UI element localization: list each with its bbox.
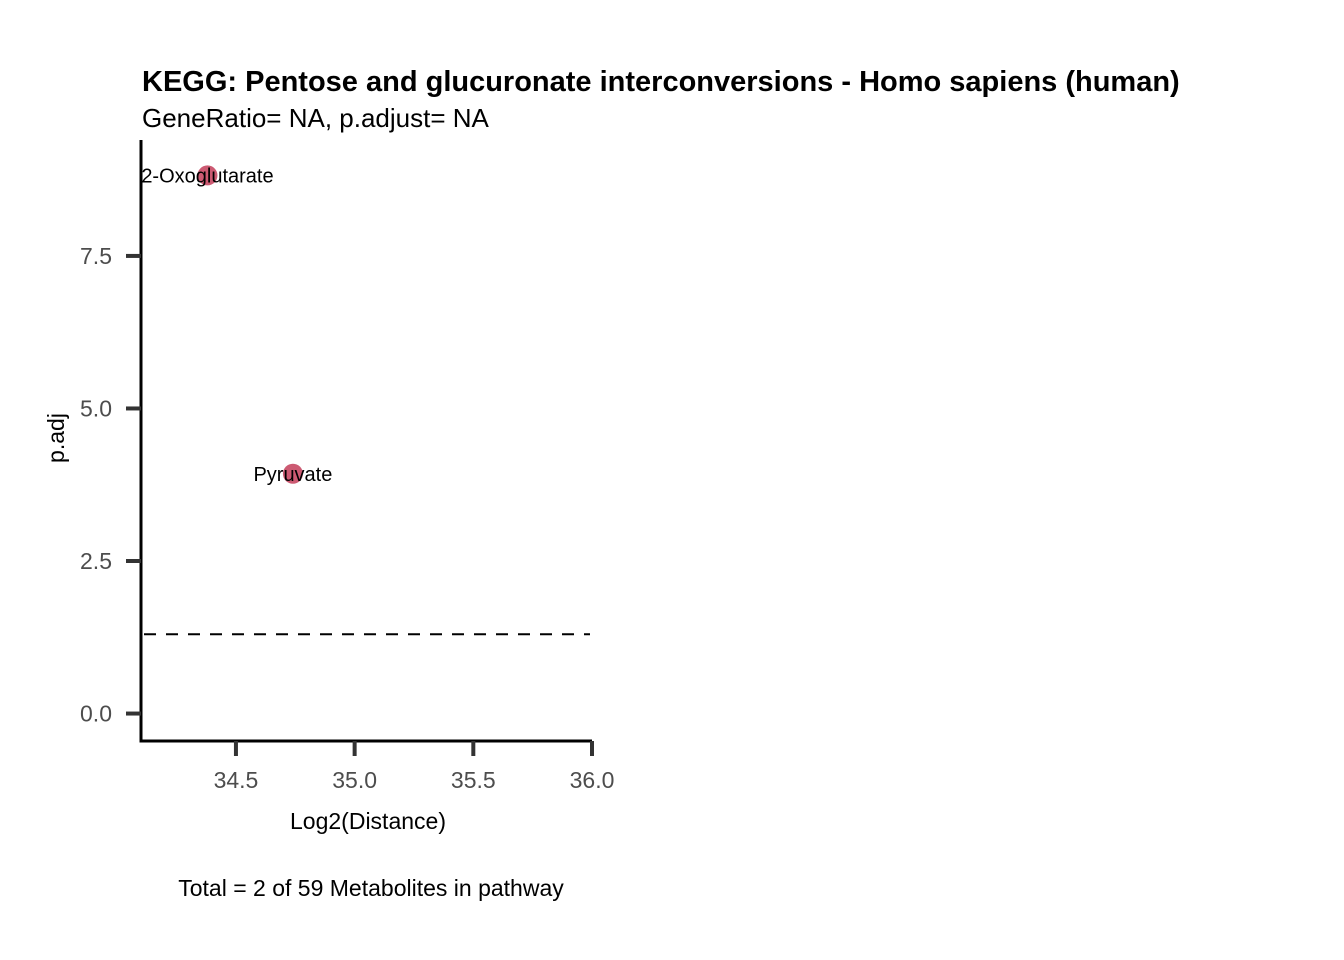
chart-subtitle: GeneRatio= NA, p.adjust= NA bbox=[142, 103, 490, 133]
chart-title: KEGG: Pentose and glucuronate interconve… bbox=[142, 66, 1180, 98]
x-axis-ticks: 34.5 35.0 35.5 36.0 bbox=[214, 741, 615, 793]
x-tick-label: 36.0 bbox=[570, 767, 615, 793]
y-tick-label: 5.0 bbox=[80, 395, 112, 421]
point-label: 2-Oxoglutarate bbox=[141, 165, 273, 187]
y-tick-label: 2.5 bbox=[80, 548, 112, 574]
x-tick-label: 35.0 bbox=[332, 767, 377, 793]
data-point bbox=[197, 165, 218, 186]
points-layer: 2-Oxoglutarate Pyruvate bbox=[141, 165, 332, 486]
x-tick-label: 35.5 bbox=[451, 767, 496, 793]
plot-area: 2-Oxoglutarate Pyruvate 0.0 2.5 5.0 7.5 34.5… bbox=[80, 140, 614, 793]
x-axis-title: Log2(Distance) bbox=[290, 808, 446, 834]
point-label: Pyruvate bbox=[253, 464, 332, 486]
y-tick-label: 7.5 bbox=[80, 243, 112, 269]
chart-caption: Total = 2 of 59 Metabolites in pathway bbox=[178, 875, 564, 901]
y-axis-title: p.adj bbox=[43, 413, 69, 463]
y-tick-label: 0.0 bbox=[80, 701, 112, 727]
data-point bbox=[282, 463, 303, 484]
x-tick-label: 34.5 bbox=[214, 767, 259, 793]
y-axis-ticks: 0.0 2.5 5.0 7.5 bbox=[80, 243, 141, 727]
